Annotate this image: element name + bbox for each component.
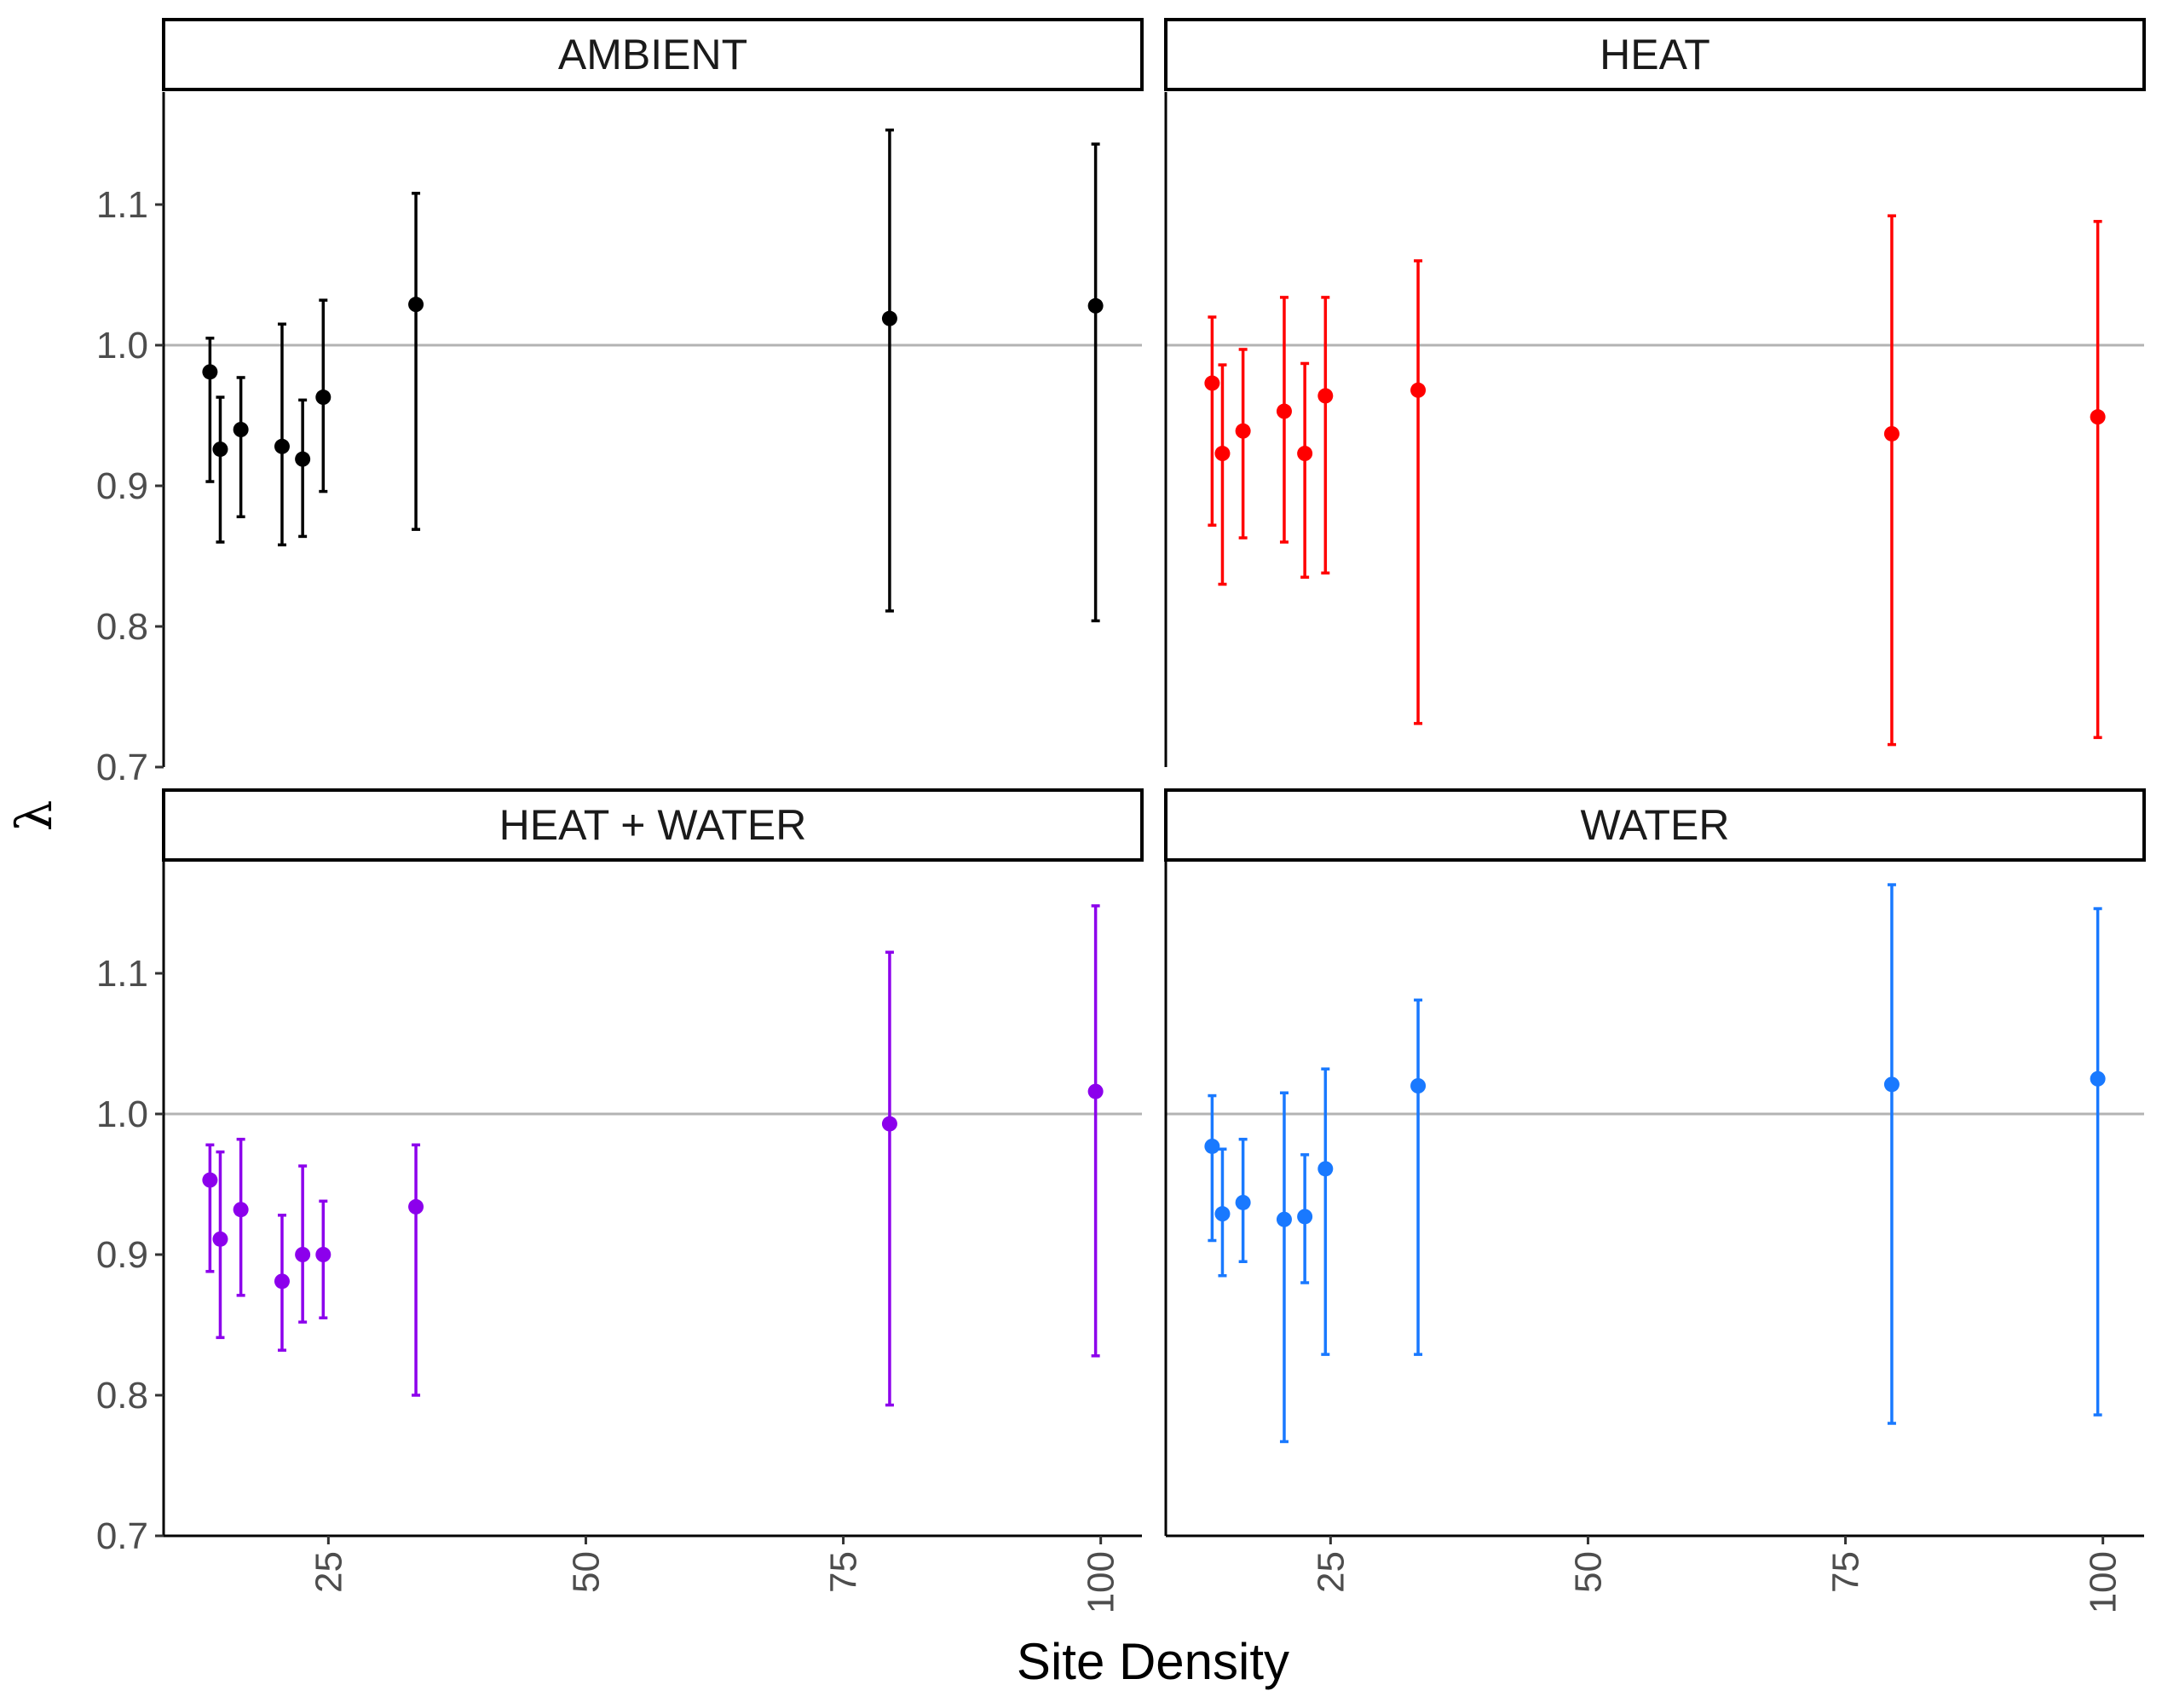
data-point (315, 1247, 332, 1262)
data-point (1297, 1209, 1313, 1225)
x-tick-label: 100 (2083, 1551, 2125, 1613)
data-point (295, 1247, 311, 1262)
panel-ambient: AMBIENT 0.7 0.8 0.9 1.0 1.1 (96, 18, 1144, 788)
panel-heat-water: HEAT + WATER 0.7 0.8 0.9 1.0 1.1 25 50 75 100 (96, 788, 1144, 1613)
data-point (1204, 1138, 1220, 1154)
data-point (1204, 375, 1220, 391)
data-point (1235, 423, 1251, 439)
data-point (274, 438, 290, 454)
panel-heat: HEAT (1164, 18, 2146, 767)
data-point (881, 1116, 897, 1132)
facet-title: WATER (1581, 801, 1730, 849)
y-tick-label: 0.8 (96, 606, 148, 648)
x-tick-label: 25 (1310, 1551, 1352, 1593)
data-point (408, 1198, 424, 1215)
data-point (1410, 382, 1427, 398)
data-point (202, 364, 218, 380)
data-point (1410, 1078, 1427, 1093)
facet-panels: AMBIENT 0.7 0.8 0.9 1.0 1.1 HEAT HEAT + WATER 0.… (96, 18, 2146, 1613)
y-tick-label: 0.7 (96, 1515, 148, 1557)
x-tick-label: 50 (565, 1551, 607, 1593)
data-point (202, 1172, 218, 1188)
facet-strip (1164, 788, 2146, 862)
y-tick-label: 0.9 (96, 1234, 148, 1276)
facet-title: HEAT (1600, 31, 1710, 78)
data-point (1214, 446, 1231, 462)
facet-strip (1164, 18, 2146, 91)
data-point (1297, 446, 1313, 462)
x-tick-label: 75 (1825, 1551, 1867, 1593)
data-point (881, 310, 897, 326)
x-axis-title: Site Density (1017, 1633, 1289, 1690)
data-point (274, 1273, 290, 1290)
data-point (1276, 403, 1292, 419)
panel-water: WATER 25 50 75 100 (1164, 788, 2146, 1613)
data-point (315, 389, 332, 406)
data-point (1087, 1083, 1104, 1099)
data-point (1276, 1211, 1292, 1227)
facet-strip (162, 788, 1144, 862)
data-point (2090, 409, 2106, 425)
data-point (233, 1202, 249, 1218)
data-point (1087, 297, 1104, 314)
data-point (1317, 1161, 1334, 1177)
data-point (295, 451, 311, 467)
data-point (1883, 425, 1900, 441)
y-axis-title: λ (5, 800, 63, 832)
y-tick-label: 1.0 (96, 325, 148, 366)
x-tick-label: 25 (308, 1551, 349, 1593)
data-point (212, 1231, 228, 1247)
data-point (212, 441, 228, 458)
data-point (1214, 1206, 1231, 1222)
data-point (2090, 1070, 2106, 1087)
y-tick-label: 0.7 (96, 747, 148, 788)
x-tick-label: 75 (823, 1551, 865, 1593)
data-point (1883, 1076, 1900, 1093)
y-tick-label: 1.1 (96, 184, 148, 226)
data-point (1317, 388, 1334, 404)
facet-title: HEAT + WATER (499, 801, 807, 849)
y-tick-label: 1.1 (96, 953, 148, 995)
y-tick-label: 0.8 (96, 1375, 148, 1417)
facet-strip (162, 18, 1144, 91)
x-tick-label: 50 (1567, 1551, 1609, 1593)
y-tick-label: 1.0 (96, 1093, 148, 1135)
x-tick-label: 100 (1081, 1551, 1122, 1613)
facet-title: AMBIENT (558, 31, 747, 78)
y-tick-label: 0.9 (96, 465, 148, 507)
data-point (1235, 1194, 1251, 1210)
data-point (408, 297, 424, 313)
data-point (233, 422, 249, 437)
